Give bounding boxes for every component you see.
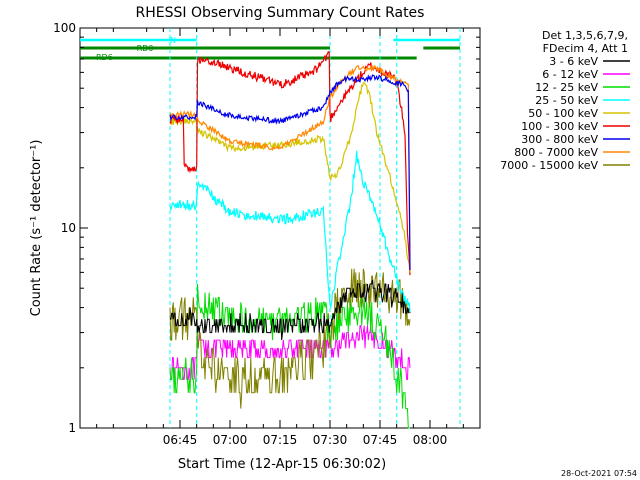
- x-tick-label: 06:45: [163, 433, 198, 447]
- footer-timestamp: 28-Oct-2021 07:54: [561, 469, 637, 478]
- x-tick-label: 07:15: [263, 433, 298, 447]
- legend-title-line: Det 1,3,5,6,7,9,: [542, 29, 628, 42]
- y-tick-label: 10: [61, 221, 76, 235]
- x-tick-label: 08:00: [413, 433, 448, 447]
- legend-entry-label: 25 - 50 keV: [535, 94, 598, 107]
- legend-title-line: FDecim 4, Att 1: [543, 42, 628, 55]
- chart-title: RHESSI Observing Summary Count Rates: [136, 5, 425, 21]
- legend-entry-label: 7000 - 15000 keV: [500, 159, 598, 172]
- flag-label-n: N: [170, 36, 176, 45]
- plot-frame: [79, 27, 481, 429]
- x-tick-label: 07:45: [363, 433, 398, 447]
- legend-entry-label: 100 - 300 keV: [521, 120, 598, 133]
- series-line-green: [169, 283, 410, 429]
- series-line-cyan: [169, 150, 411, 313]
- series-line-red: [169, 50, 411, 276]
- x-tick-label: 07:30: [313, 433, 348, 447]
- flag-label-rd6: RD6: [96, 53, 113, 62]
- series-line-orange: [169, 64, 411, 273]
- legend-entry-label: 6 - 12 keV: [542, 68, 598, 81]
- series-layer: [169, 50, 411, 429]
- legend-entry-label: 50 - 100 keV: [528, 107, 598, 120]
- legend-entry-label: 300 - 800 keV: [521, 133, 598, 146]
- flag-label-rd0: RD0: [137, 44, 154, 53]
- series-line-yellow: [169, 81, 411, 275]
- x-tick-label: 07:00: [213, 433, 248, 447]
- series-line-black: [170, 279, 411, 341]
- legend: Det 1,3,5,6,7,9,FDecim 4, Att 13 - 6 keV…: [500, 29, 630, 172]
- legend-entry-label: 800 - 7000 keV: [514, 146, 598, 159]
- y-axis-label: Count Rate (s⁻¹ detector⁻¹): [29, 140, 44, 317]
- axis-layer: 06:45 07:00 07:15 07:30 07:45 08:00 1 10 100: [53, 21, 480, 447]
- legend-entry-label: 12 - 25 keV: [535, 81, 598, 94]
- x-axis-label: Start Time (12-Apr-15 06:30:02): [178, 457, 386, 472]
- y-tick-label: 1: [68, 421, 76, 435]
- y-tick-label: 100: [53, 21, 76, 35]
- series-line-blue: [169, 74, 411, 271]
- series-line-magenta: [170, 325, 411, 380]
- legend-entry-label: 3 - 6 keV: [549, 55, 598, 68]
